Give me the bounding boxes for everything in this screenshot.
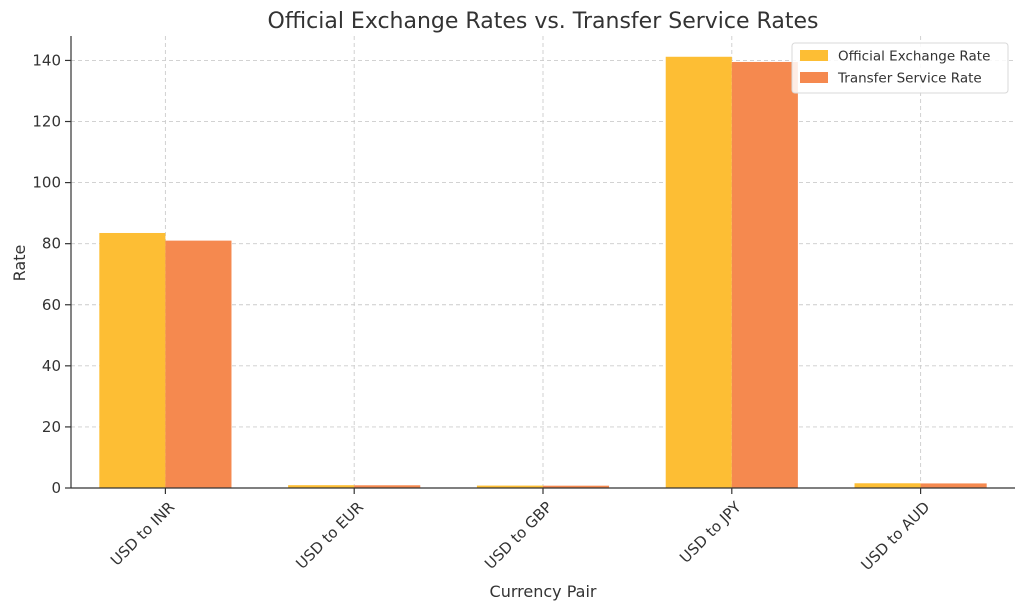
bar-official-4	[854, 483, 921, 488]
y-tick-label: 40	[42, 357, 61, 375]
y-tick-label: 100	[32, 174, 61, 192]
legend-swatch-0	[800, 50, 828, 61]
chart-title: Official Exchange Rates vs. Transfer Ser…	[268, 9, 819, 34]
y-ticks: 0 20 40 60 80 100 120 140	[32, 51, 71, 497]
y-tick-label: 60	[42, 296, 61, 314]
x-axis-label: Currency Pair	[490, 582, 597, 601]
legend-swatch-1	[800, 72, 828, 83]
bar-transfer-3	[731, 61, 798, 488]
legend-label-0: Official Exchange Rate	[838, 49, 990, 65]
x-tick-label: USD to JPY	[676, 498, 745, 567]
legend-label-1: Transfer Service Rate	[837, 71, 982, 87]
legend: Official Exchange Rate Transfer Service R…	[791, 42, 1009, 94]
y-axis-label: Rate	[10, 245, 29, 282]
x-tick-label: USD to GBP	[481, 498, 556, 573]
bars	[99, 56, 987, 488]
bar-transfer-4	[920, 483, 987, 488]
legend-box	[791, 42, 1009, 94]
x-tick-label: USD to EUR	[292, 498, 367, 573]
x-ticks: USD to INR USD to EUR USD to GBP USD to JPY…	[107, 488, 933, 574]
bar-official-1	[288, 485, 355, 488]
y-tick-label: 20	[42, 418, 61, 436]
y-tick-label: 140	[32, 51, 61, 69]
y-tick-label: 0	[51, 479, 61, 497]
bar-official-2	[476, 485, 543, 488]
x-tick-label: USD to AUD	[857, 498, 933, 574]
bar-official-3	[665, 56, 732, 488]
bar-official-0	[99, 232, 166, 488]
x-tick-label: USD to INR	[107, 498, 178, 569]
y-tick-label: 80	[42, 235, 61, 253]
bar-transfer-0	[165, 240, 232, 488]
bar-transfer-1	[354, 485, 421, 488]
bar-transfer-2	[543, 485, 610, 488]
y-tick-label: 120	[32, 113, 61, 131]
